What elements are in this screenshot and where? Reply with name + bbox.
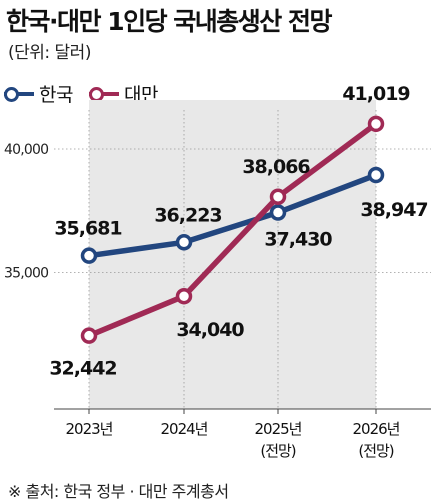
data-point-taiwan	[80, 327, 98, 344]
data-point-taiwan	[175, 287, 193, 305]
data-label-korea: 36,223	[154, 204, 221, 226]
data-label-taiwan: 38,066	[242, 156, 310, 178]
data-point-taiwan	[269, 188, 287, 206]
unit-note: (단위: 달러)	[8, 43, 91, 63]
data-point-korea	[367, 166, 385, 184]
chart-title: 한국·대만 1인당 국내총생산 전망	[6, 7, 333, 36]
y-tick-label: 35,000	[4, 266, 48, 282]
series-line-taiwan	[86, 121, 379, 339]
data-point-korea	[175, 234, 193, 251]
data-label-korea: 37,430	[264, 228, 332, 250]
legend-item-korea: 한국	[4, 80, 73, 107]
data-point-korea	[80, 247, 98, 264]
x-tick-label: 2024년	[161, 420, 208, 438]
x-tick-label: 2026년 (전망)	[353, 420, 400, 460]
legend-label-korea: 한국	[39, 84, 73, 106]
x-tick-label: 2023년	[66, 420, 113, 438]
data-label-taiwan: 41,019	[342, 83, 409, 105]
y-tick-label: 40,000	[4, 142, 48, 158]
data-point-korea	[269, 204, 287, 221]
series-line-korea	[86, 172, 379, 259]
legend-marker-korea	[4, 86, 34, 102]
data-label-taiwan: 34,040	[176, 319, 244, 341]
data-label-taiwan: 32,442	[49, 358, 116, 380]
plot-background	[89, 100, 376, 409]
x-tick-label: 2025년 (전망)	[255, 420, 302, 460]
data-label-korea: 38,947	[360, 199, 427, 221]
data-point-taiwan	[367, 115, 385, 133]
source-note: ※ 출처: 한국 정부 · 대만 주계총서	[8, 482, 229, 501]
data-label-korea: 35,681	[54, 218, 121, 240]
